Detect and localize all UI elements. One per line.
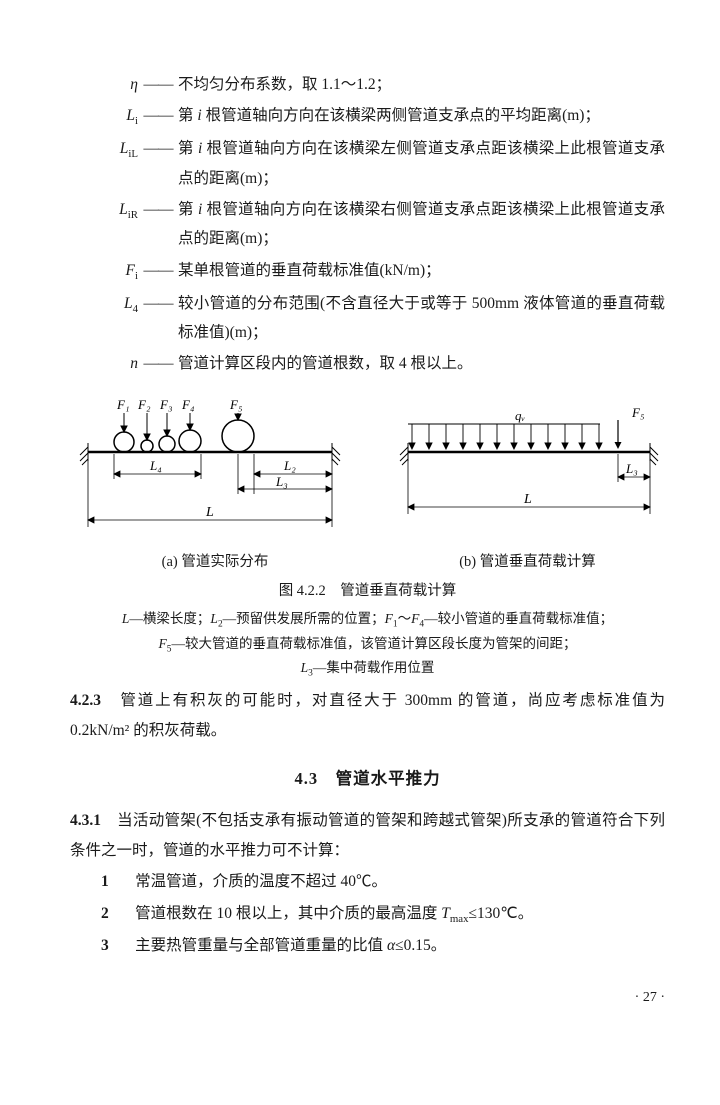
symbol-desc: 第 i 根管道轴向方向在该横梁右侧管道支承点距该横梁上此根管道支承点的距离(m)… (178, 195, 665, 254)
svg-text:L: L (523, 492, 532, 507)
svg-text:F₄: F₄ (181, 397, 195, 412)
fig-b-caption: (b) 管道垂直荷载计算 (390, 549, 665, 577)
clause-4-3-1: 4.3.1 当活动管架(不包括支承有振动管道的管架和跨越式管架)所支承的管道符合… (70, 806, 665, 865)
symbol-def-row: LiR —— 第 i 根管道轴向方向在该横梁右侧管道支承点距该横梁上此根管道支承… (70, 195, 665, 254)
list-item: 3 主要热管重量与全部管道重量的比值 α≤0.15。 (70, 931, 665, 960)
svg-text:F₁: F₁ (116, 397, 129, 412)
figure-4-2-2: F₁ F₂ F₃ F₄ F₅ (70, 387, 665, 682)
symbol: LiL (70, 134, 138, 165)
symbol: Li (70, 101, 138, 132)
svg-text:L₃: L₃ (625, 461, 638, 476)
svg-text:F₅: F₅ (229, 397, 242, 412)
symbol-desc: 某单根管道的垂直荷载标准值(kN/m)； (178, 256, 665, 285)
symbol-desc: 管道计算区段内的管道根数，取 4 根以上。 (178, 349, 665, 378)
dash: —— (138, 256, 178, 285)
symbol: LiR (70, 195, 138, 226)
symbol-def-row: η —— 不均匀分布系数，取 1.1～1.2； (70, 70, 665, 99)
dash: —— (138, 195, 178, 224)
clause-4-2-3: 4.2.3 管道上有积灰的可能时，对直径大于 300mm 的管道，尚应考虑标准值… (70, 686, 665, 745)
symbol-desc: 第 i 根管道轴向方向在该横梁两侧管道支承点的平均距离(m)； (178, 101, 665, 130)
list-item: 2 管道根数在 10 根以上，其中介质的最高温度 Tmax≤130℃。 (70, 899, 665, 930)
svg-text:F₅: F₅ (631, 405, 644, 420)
symbol-def-row: n —— 管道计算区段内的管道根数，取 4 根以上。 (70, 349, 665, 378)
clause-num: 4.3.1 (70, 812, 101, 829)
symbol-definitions: η —— 不均匀分布系数，取 1.1～1.2；Li —— 第 i 根管道轴向方向… (70, 70, 665, 379)
list-item: 1 常温管道，介质的温度不超过 40℃。 (70, 867, 665, 896)
svg-text:L: L (205, 505, 214, 520)
dash: —— (138, 70, 178, 99)
symbol-def-row: Fi —— 某单根管道的垂直荷载标准值(kN/m)； (70, 256, 665, 287)
clause-num: 4.2.3 (70, 692, 101, 709)
page-number: · 27 · (70, 985, 665, 1012)
fig-a-caption: (a) 管道实际分布 (70, 549, 360, 577)
symbol-def-row: LiL —— 第 i 根管道轴向方向在该横梁左侧管道支承点距该横梁上此根管道支承… (70, 134, 665, 193)
section-4-3-heading: 4.3 管道水平推力 (70, 763, 665, 794)
dash: —— (138, 134, 178, 163)
symbol-desc: 较小管道的分布范围(不含直径大于或等于 500mm 液体管道的垂直荷载标准值)(… (178, 289, 665, 348)
fig-main-caption: 图 4.2.2 管道垂直荷载计算 (70, 578, 665, 606)
symbol: L4 (70, 289, 138, 320)
svg-text:L₃: L₃ (275, 474, 288, 489)
dash: —— (138, 349, 178, 378)
fig-notes: L—横梁长度；L2—预留供发展所需的位置；F1～F4—较小管道的垂直荷载标准值；… (70, 608, 665, 682)
symbol-desc: 第 i 根管道轴向方向在该横梁左侧管道支承点距该横梁上此根管道支承点的距离(m)… (178, 134, 665, 193)
symbol: η (70, 70, 138, 99)
dash: —— (138, 289, 178, 318)
svg-text:F₃: F₃ (159, 397, 172, 412)
symbol-desc: 不均匀分布系数，取 1.1～1.2； (178, 70, 665, 99)
symbol: Fi (70, 256, 138, 287)
svg-text:L₂: L₂ (283, 458, 296, 473)
symbol: n (70, 349, 138, 378)
clause-body: 当活动管架(不包括支承有振动管道的管架和跨越式管架)所支承的管道符合下列条件之一… (70, 812, 665, 858)
svg-text:F₂: F₂ (137, 397, 151, 412)
svg-text:L₄: L₄ (149, 458, 162, 473)
dash: —— (138, 101, 178, 130)
symbol-def-row: L4 —— 较小管道的分布范围(不含直径大于或等于 500mm 液体管道的垂直荷… (70, 289, 665, 348)
symbol-def-row: Li —— 第 i 根管道轴向方向在该横梁两侧管道支承点的平均距离(m)； (70, 101, 665, 132)
svg-text:qᵥ: qᵥ (515, 408, 526, 423)
figure-b-svg: qᵥ F₅ L₃ (390, 402, 665, 547)
clause-body: 管道上有积灰的可能时，对直径大于 300mm 的管道，尚应考虑标准值为 0.2k… (70, 692, 665, 738)
figure-a-svg: F₁ F₂ F₃ F₄ F₅ (70, 387, 360, 547)
